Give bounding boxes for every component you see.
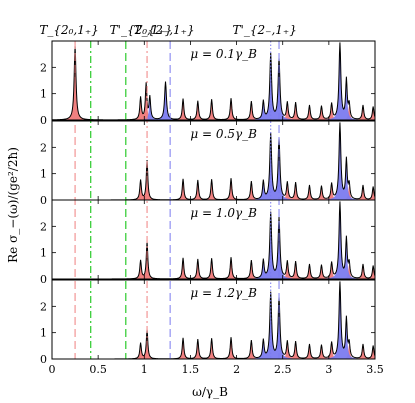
blue-area bbox=[52, 281, 375, 359]
mu-label: μ = 0.1γ_B bbox=[190, 47, 257, 61]
mu-label: μ = 1.0γ_B bbox=[190, 206, 257, 220]
x-tick-label: 2.5 bbox=[274, 363, 292, 376]
panel-frame bbox=[51, 40, 376, 121]
y-tick-label: 1 bbox=[40, 247, 47, 260]
y-axis-label: Re σ_−(ω)/(ge²/2ħ) bbox=[6, 147, 20, 263]
panels-group bbox=[52, 42, 375, 359]
x-tick-label: 0.5 bbox=[89, 363, 107, 376]
panel-frame bbox=[51, 279, 376, 360]
x-tick-label: 3 bbox=[325, 363, 332, 376]
mu-label: μ = 0.5γ_B bbox=[190, 127, 257, 141]
y-tick-label: 2 bbox=[40, 61, 47, 74]
y-tick-label: 2 bbox=[40, 141, 47, 154]
y-tick-label: 2 bbox=[40, 300, 47, 313]
y-tick-label: 0 bbox=[40, 194, 47, 207]
x-tick-label: 1.5 bbox=[182, 363, 200, 376]
y-tick-label: 0 bbox=[40, 353, 47, 366]
y-tick-label: 1 bbox=[40, 168, 47, 181]
y-tick-label: 2 bbox=[40, 220, 47, 233]
transition-label: T'_{2₋,1₊} bbox=[233, 23, 297, 37]
panel-frame bbox=[51, 199, 376, 280]
x-tick-label: 2 bbox=[233, 363, 240, 376]
y-tick-label: 1 bbox=[40, 327, 47, 340]
blue-area bbox=[52, 42, 375, 120]
x-tick-label: 1 bbox=[141, 363, 148, 376]
mu-label: μ = 1.2γ_B bbox=[190, 286, 257, 300]
x-axis-label: ω/γ_B bbox=[192, 385, 228, 399]
transition-label: T'_{2₀,1₊} bbox=[110, 23, 173, 37]
y-tick-label: 0 bbox=[40, 273, 47, 286]
top-labels-group: T_{2₀,1₊} T'_{2₀,1₊}T_{2₋,1₊} T'_{2₋,1₊} bbox=[39, 23, 297, 37]
frames-group: 0 1 2 μ = 0.1γ_B 0 1 2 μ = 0.5γ_B 0 1 2 μ = 1.0γ_B 0… bbox=[40, 40, 376, 366]
x-ticks-group: 0 0.5 1 1.5 2 2.5 3 3.5 bbox=[49, 363, 384, 376]
y-tick-label: 0 bbox=[40, 114, 47, 127]
transition-label: T_{2₋,1₊} bbox=[134, 23, 195, 37]
blue-area bbox=[52, 201, 375, 279]
y-tick-label: 1 bbox=[40, 88, 47, 101]
transition-label: T_{2₀,1₊} bbox=[39, 23, 99, 37]
x-tick-label: 0 bbox=[49, 363, 56, 376]
blue-area bbox=[52, 122, 375, 200]
x-tick-label: 3.5 bbox=[366, 363, 384, 376]
